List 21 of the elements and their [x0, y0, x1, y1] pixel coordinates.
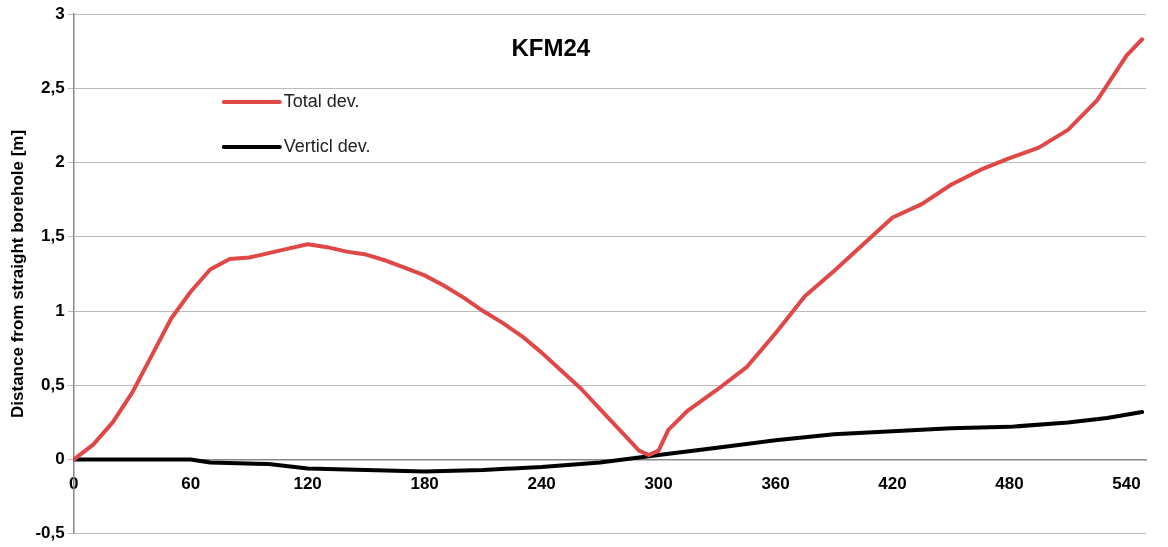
x-tick-label: 480 [995, 474, 1024, 494]
legend-label: Verticl dev. [283, 135, 371, 156]
legend-label: Total dev. [283, 90, 360, 111]
y-tick-label: 3 [55, 3, 65, 23]
y-tick-label: 1,5 [41, 226, 65, 246]
x-tick-label: 300 [644, 474, 673, 494]
x-tick-label: 240 [527, 474, 556, 494]
y-tick-label: 0 [55, 449, 65, 469]
y-tick-label: 2,5 [41, 77, 65, 97]
x-tick-label: 120 [293, 474, 322, 494]
y-tick-label: 1 [55, 300, 65, 320]
y-axis-title: Distance from straight borehole [m] [7, 129, 27, 418]
y-tick-label: -0,5 [35, 523, 65, 543]
y-tick-label: 2 [55, 152, 65, 172]
y-tick-label: 0,5 [41, 374, 65, 394]
x-tick-label: 540 [1112, 474, 1141, 494]
text: KFM24 [511, 33, 591, 61]
x-tick-label: 360 [761, 474, 790, 494]
x-tick-label: 60 [181, 474, 201, 494]
x-tick-label: 420 [878, 474, 907, 494]
x-tick-label: 180 [410, 474, 439, 494]
